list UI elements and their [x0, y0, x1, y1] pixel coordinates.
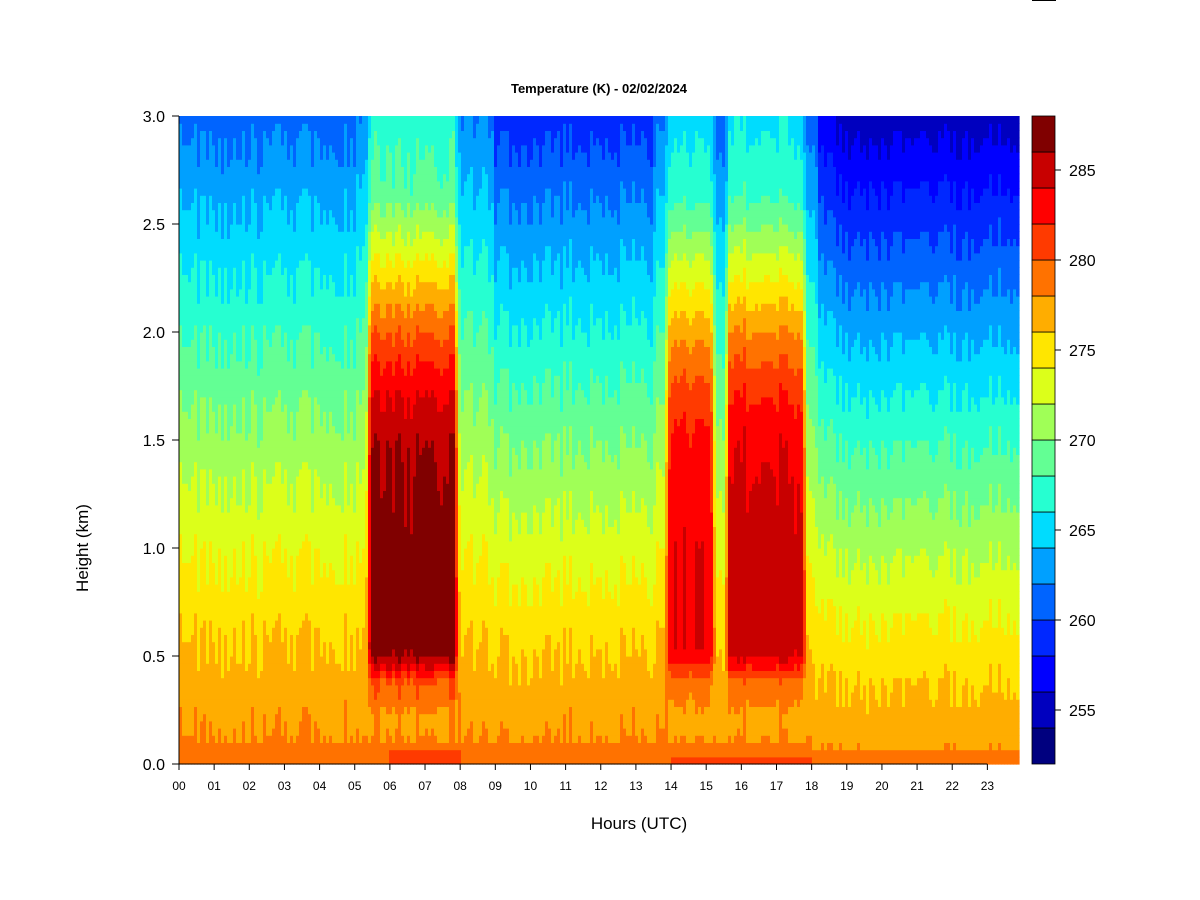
chart-title: Temperature (K) - 02/02/2024 — [511, 81, 688, 96]
heatmap-field — [179, 116, 1020, 765]
